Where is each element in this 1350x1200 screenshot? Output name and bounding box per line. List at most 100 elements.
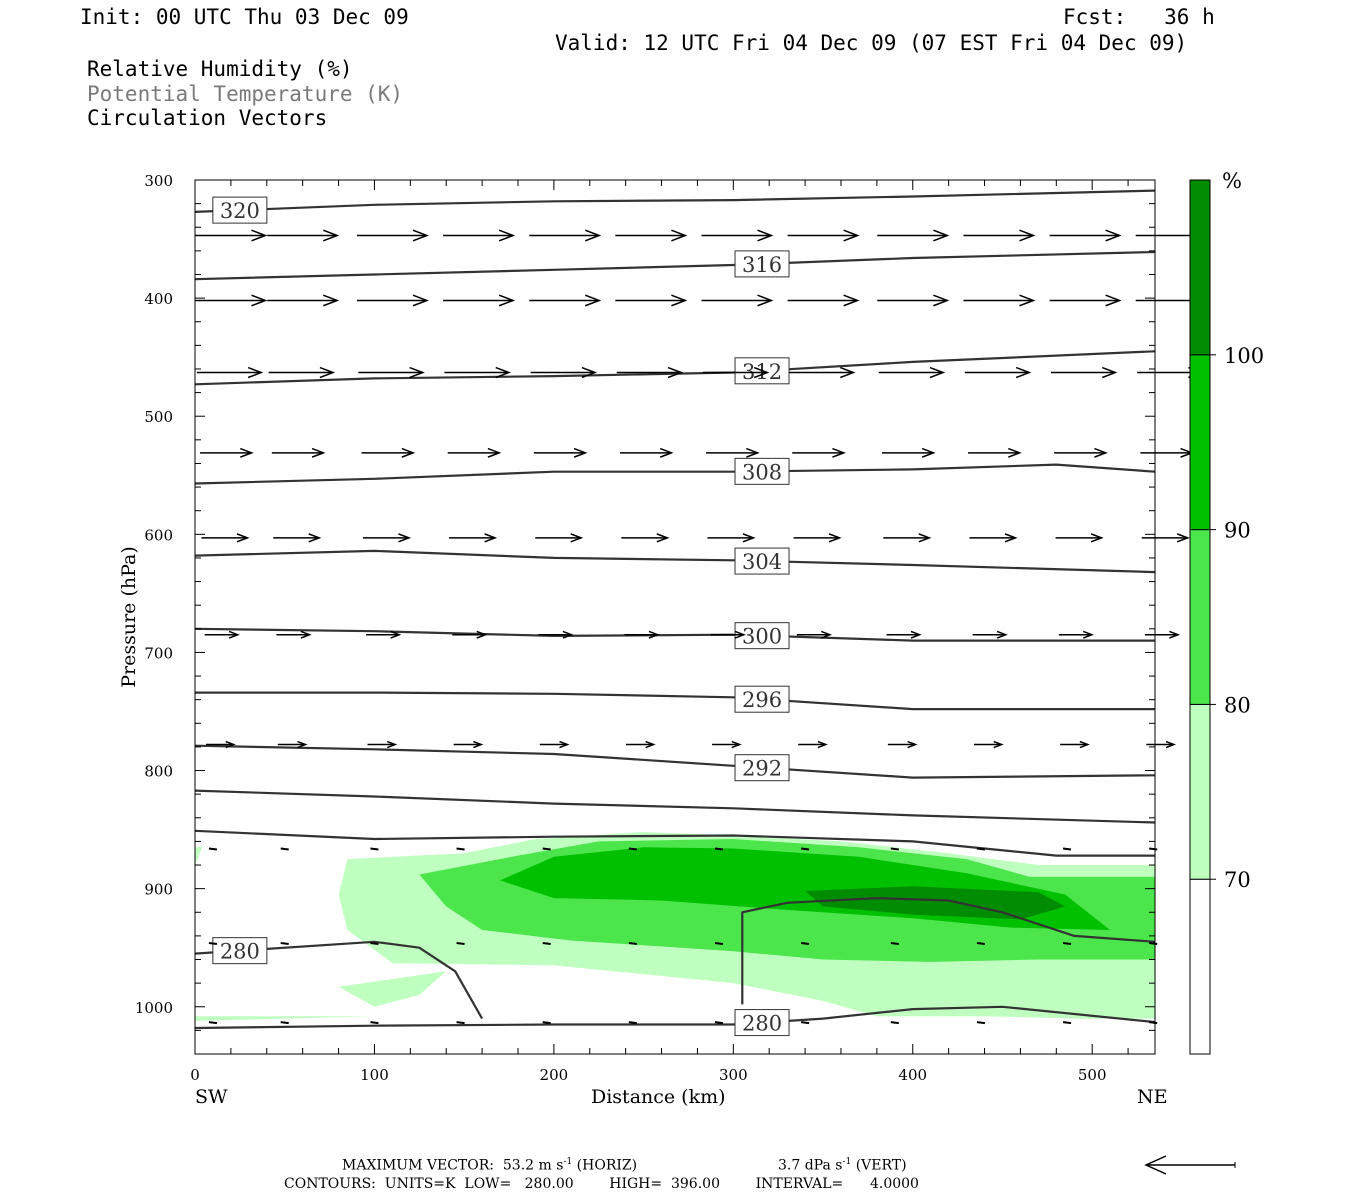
plot-frame [194,179,1156,1055]
horiz-tag: (HORIZ) [576,1157,638,1174]
wind-vector [267,229,340,242]
x-tick-label: 500 [1078,1066,1107,1084]
wind-vector [619,447,674,458]
wind-vector [535,533,584,543]
y-tick-label: 500 [144,408,173,426]
wind-vector [280,847,289,851]
wind-vector [195,229,268,242]
wind-vector [539,740,570,749]
wind-vector [280,941,289,945]
y-tick-label: 300 [144,172,173,190]
wind-vector [208,941,218,945]
wind-vector [1140,447,1194,458]
wind-vector [976,941,986,945]
theta-contour-312 [194,350,1156,386]
wind-vector [208,847,218,851]
field-rh-label: Relative Humidity (%) [87,57,353,81]
contour-label: 280 [220,940,260,964]
wind-vector [196,366,264,379]
wind-vector [361,447,416,458]
contour-label-box [734,457,790,485]
wind-vector [1049,229,1122,242]
wind-vector [1146,740,1177,749]
wind-vector [447,447,502,458]
x-tick-label: 200 [540,1066,569,1084]
wind-vector [701,229,774,242]
horiz-exponent: -1 [563,1157,573,1167]
vert-value: 3.7 dPa s [778,1157,843,1174]
wind-vector [890,847,899,851]
wind-vector [200,447,254,458]
wind-vector [443,294,516,307]
wind-vector [542,941,551,945]
wind-vector [890,1021,899,1025]
vector-layer [195,229,1208,1025]
y-tick-label: 1000 [135,999,173,1017]
wind-vector [787,229,860,242]
wind-vector [206,740,236,749]
wind-vector [968,447,1022,458]
field-vectors-label: Circulation Vectors [87,106,328,130]
wind-vector [714,1021,724,1025]
valid-time: Valid: 12 UTC Fri 04 Dec 09 (07 EST Fri … [555,31,1188,55]
horiz-value: 53.2 m s [502,1157,564,1174]
vert-exponent: -1 [842,1157,852,1167]
wind-vector [362,533,412,543]
theta-contour-304 [194,549,1156,574]
vert-tag: (VERT) [855,1157,907,1174]
theta-contour-284 [194,829,1155,857]
theta-contour-316 [194,250,1156,281]
wind-vector [886,630,922,639]
init-time: Init: 00 UTC Thu 03 Dec 09 [80,5,409,29]
wind-vector [963,229,1036,242]
max-vector-label: MAXIMUM VECTOR: [342,1157,494,1174]
y-axis-title: Pressure (hPa) [118,546,140,688]
wind-vector [710,630,746,639]
wind-vector [453,740,484,749]
wind-vector [280,1021,289,1025]
wind-vector [706,447,760,458]
colorbar-segment [1189,703,1211,880]
contour-label-box [212,196,268,224]
wind-vector [964,366,1032,379]
wind-vector [529,294,602,307]
theta-contour-296 [195,691,1155,711]
contour-label: 296 [742,688,782,712]
x-axis-left-label: SW [195,1086,228,1108]
reference-vector-arrow [1144,1155,1236,1175]
wind-vector [788,366,856,379]
wind-vector [542,1021,551,1025]
contour-info: CONTOURS: UNITS=K LOW= 280.00 HIGH= 396.… [284,1176,919,1192]
theta-contour-280 [741,896,1156,1005]
wind-vector [208,1021,218,1025]
wind-vector [1054,447,1108,458]
wind-vector [800,847,810,851]
wind-vector [976,1021,986,1025]
contour-label-box [734,250,790,278]
wind-vector [963,294,1036,307]
wind-vector [366,630,402,639]
wind-vector [370,1021,379,1025]
wind-vector [976,847,986,851]
wind-vector [792,447,846,458]
colorbar-label: 90 [1224,519,1251,543]
wind-vector [787,294,860,307]
contour-label: 320 [220,199,260,223]
wind-vector [881,447,936,458]
wind-vector [271,447,326,458]
wind-vector [890,941,899,945]
wind-vector [1060,740,1090,749]
wind-vector [628,847,637,851]
wind-vector [702,366,770,379]
colorbar-label: 70 [1224,868,1251,892]
colorbar-label: 100 [1224,344,1264,368]
wind-vector [356,294,429,307]
max-vector-line: MAXIMUM VECTOR: 53.2 m s-1 (HORIZ) [342,1157,637,1174]
contour-label-box [734,685,790,713]
colorbar-segment [1189,354,1211,531]
wind-vector [1149,847,1158,851]
wind-vector [616,366,684,379]
contour-label-box [734,1009,790,1037]
wind-vector [443,229,516,242]
